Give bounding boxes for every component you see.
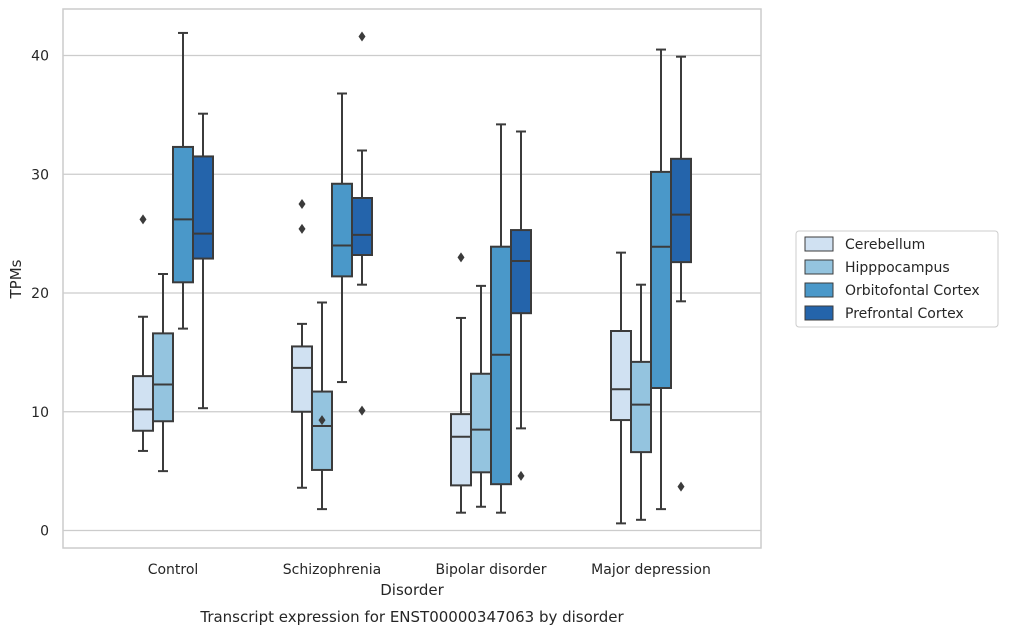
x-tick-label: Schizophrenia [283,562,381,578]
legend-frame [795,230,999,328]
iqr-box [291,345,313,413]
iqr-box [172,145,194,284]
outlier-point [517,470,525,481]
iqr-box [450,413,472,487]
iqr-box [152,332,174,423]
box-4-3 [510,130,532,481]
box-3-2 [331,92,353,384]
y-axis-label: TPMs [7,259,25,299]
y-tick-label: 40 [31,49,49,65]
plot-frame [62,8,762,549]
boxes [132,31,692,525]
box-4-1 [192,112,214,410]
box-2-4 [630,283,652,521]
chart-caption: Transcript expression for ENST0000034706… [199,608,624,626]
legend-swatch [804,282,834,298]
box-2-2 [311,301,333,511]
iqr-box [650,170,672,389]
outlier-point [677,481,685,492]
y-tick-label: 20 [31,286,49,302]
axis-ticks: 0 10 20 30 40 Control Schizophrenia Bipolar dis… [31,49,711,579]
box-1-4 [610,251,632,525]
iqr-box [470,372,492,474]
x-tick-label: Bipolar disorder [435,562,546,578]
x-tick-label: Major depression [591,562,711,578]
iqr-box [670,157,692,264]
box-4-4 [670,55,692,492]
box-3-3 [490,123,512,514]
x-tick-label: Control [148,562,199,578]
box-1-1 [132,214,154,452]
iqr-box [510,229,532,315]
iqr-box [351,197,373,256]
legend-label: Prefrontal Cortex [845,306,964,322]
box-3-4 [650,48,672,511]
iqr-box [192,155,214,260]
box-4-2 [351,31,373,416]
box-1-3 [450,252,472,514]
iqr-box [610,330,632,422]
x-axis-label: Disorder [380,581,444,599]
legend-swatch [804,236,834,252]
legend-label: Cerebellum [845,237,925,253]
y-tick-label: 30 [31,167,49,183]
iqr-box [630,360,652,454]
outlier-point [358,31,366,42]
box-2-1 [152,273,174,473]
iqr-box [331,182,353,278]
iqr-box [490,245,512,486]
box-3-1 [172,31,194,330]
legend: Cerebellum Hipppocampus Orbitofontal Corte… [795,230,999,328]
iqr-box [311,390,333,471]
legend-label: Orbitofontal Cortex [845,283,980,299]
outlier-point [298,223,306,234]
legend-swatch [804,259,834,275]
legend-label: Hipppocampus [845,260,950,276]
outlier-point [318,415,326,426]
legend-swatch [804,305,834,321]
outlier-point [298,198,306,209]
outlier-point [139,214,147,225]
y-tick-label: 10 [31,405,49,421]
box-1-2 [291,198,313,489]
box-2-3 [470,284,492,508]
y-tick-label: 0 [40,524,49,540]
iqr-box [132,375,154,432]
outlier-point [358,405,366,416]
outlier-point [457,252,465,263]
